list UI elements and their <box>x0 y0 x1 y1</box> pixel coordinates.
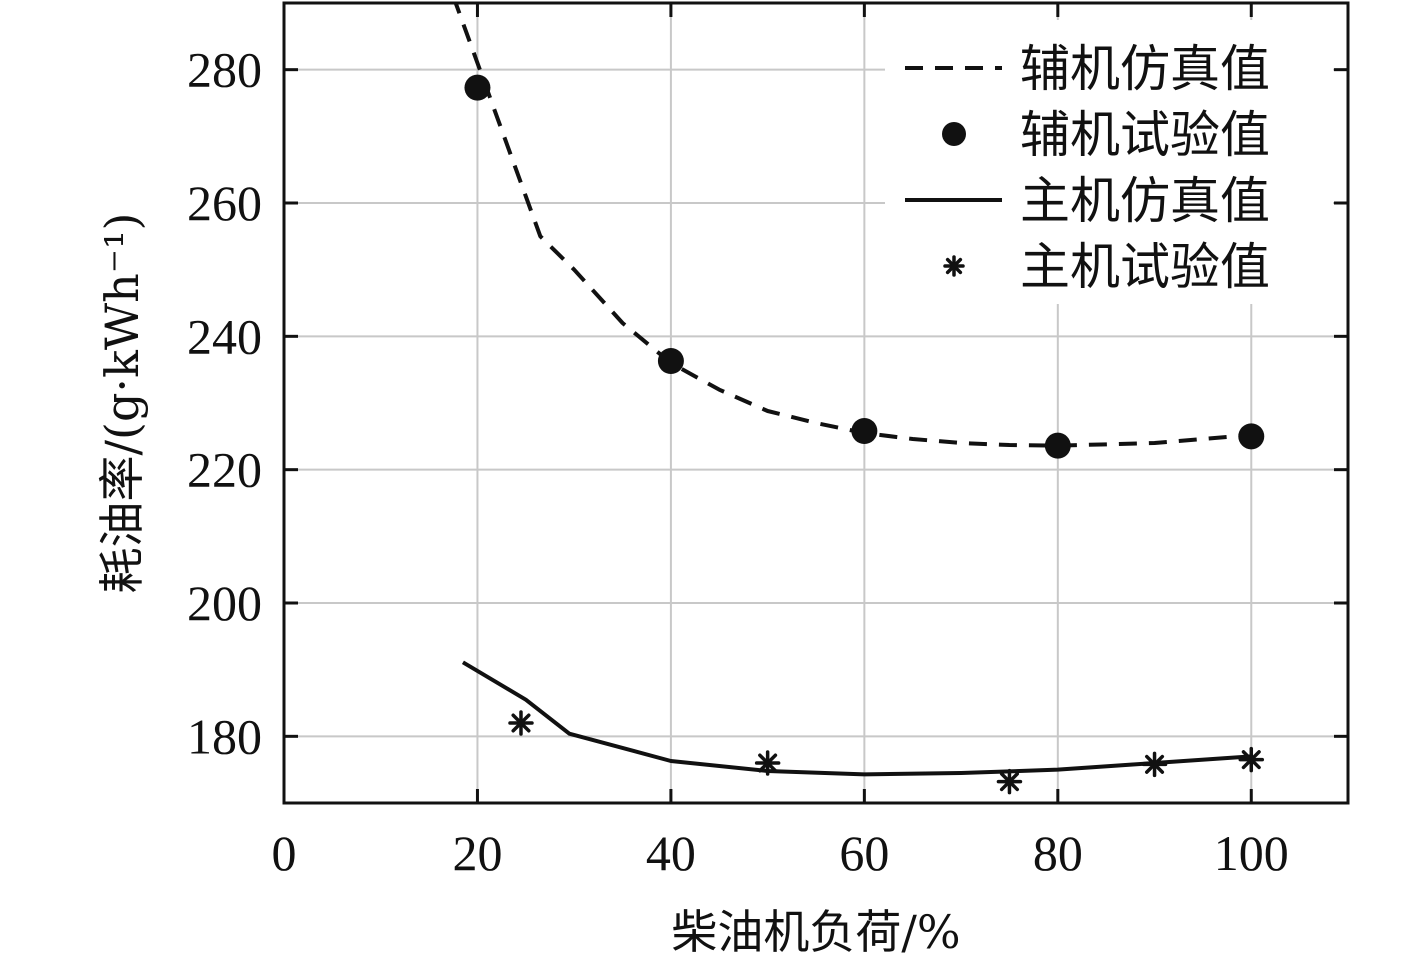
y-tick-label-240: 240 <box>187 308 262 364</box>
asterisk-stroke <box>758 753 778 773</box>
legend-label-2: 主机仿真值 <box>1020 172 1270 230</box>
x-tick-label-60: 60 <box>839 825 889 881</box>
legend-entry-0: 辅机仿真值 <box>905 40 1270 98</box>
legend-entry-2: 主机仿真值 <box>905 172 1270 230</box>
legend-label-0: 辅机仿真值 <box>1020 40 1270 98</box>
data-point-asterisk-3 <box>1141 751 1168 778</box>
data-point-asterisk-1 <box>754 750 781 776</box>
legend-swatch-circle <box>942 122 966 146</box>
data-point-asterisk-2 <box>996 768 1023 795</box>
axes <box>282 1 1350 805</box>
asterisk-stroke <box>1241 750 1261 770</box>
data-point-circle-1 <box>657 348 684 374</box>
data-point-asterisk-4 <box>1238 746 1265 773</box>
data-point-asterisk-0 <box>508 710 534 736</box>
asterisk-stroke <box>511 713 531 733</box>
series-line-2 <box>461 660 1252 777</box>
legend-swatch-asterisk <box>945 257 963 275</box>
x-tick-label-100: 100 <box>1214 825 1289 881</box>
data-point-circle-0 <box>464 74 491 101</box>
legend-background <box>885 20 1333 304</box>
data-point-circle-4 <box>1238 423 1265 450</box>
data-point-circle-3 <box>1044 432 1071 459</box>
data-point-circle-2 <box>851 418 878 444</box>
legend-label-1: 辅机试验值 <box>1020 106 1270 164</box>
plot-frame <box>282 1 1350 805</box>
asterisk-stroke <box>1145 754 1165 774</box>
x-tick-label-20: 20 <box>452 825 502 881</box>
y-tick-label-220: 220 <box>187 442 262 498</box>
y-tick-label-280: 280 <box>187 42 262 98</box>
plot-series <box>453 3 1265 795</box>
legend-entry-1: 辅机试验值 <box>942 106 1270 164</box>
y-tick-label-200: 200 <box>187 575 262 631</box>
x-tick-label-80: 80 <box>1033 825 1083 881</box>
y-tick-label-260: 260 <box>187 175 262 231</box>
tick-labels: 0 20 40 60 80 100 180 200 220 240 260 280 <box>187 42 1289 881</box>
x-axis-label: 柴油机负荷/% <box>671 905 960 959</box>
x-tick-label-40: 40 <box>646 825 696 881</box>
y-tick-label-180: 180 <box>187 708 262 764</box>
series-line-0 <box>453 3 1252 448</box>
legend-label-3: 主机试验值 <box>1020 238 1270 296</box>
x-tick-label-0: 0 <box>272 825 297 881</box>
asterisk-stroke <box>999 772 1019 792</box>
y-axis-label: 耗油率/(g·kWh⁻¹) <box>95 213 149 594</box>
legend-entry-3: 主机试验值 <box>943 238 1270 296</box>
